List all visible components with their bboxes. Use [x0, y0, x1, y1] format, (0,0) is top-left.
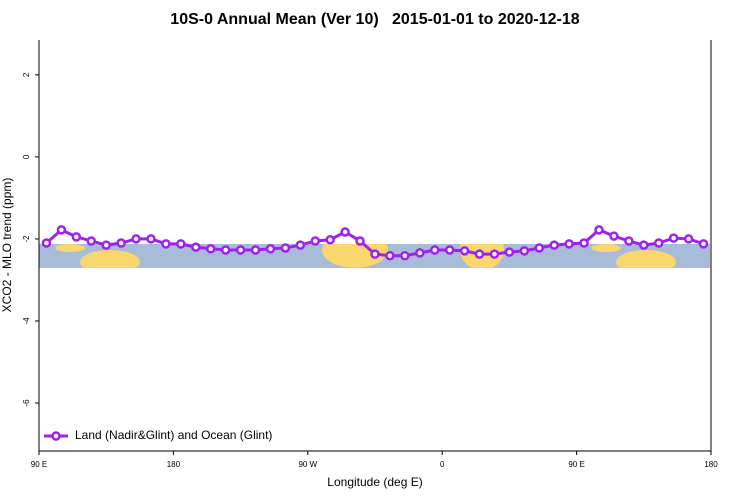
data-point — [295, 240, 306, 250]
x-tick-label: 180 — [167, 460, 181, 469]
data-point — [519, 246, 530, 256]
x-tick-label: 0 — [440, 460, 445, 469]
data-point — [265, 244, 276, 254]
data-point — [340, 227, 350, 237]
data-point — [370, 249, 380, 259]
data-point — [534, 243, 545, 253]
x-tick-label: 90 E — [568, 460, 584, 469]
data-point — [325, 235, 335, 245]
data-point — [41, 238, 52, 248]
data-point — [310, 236, 321, 246]
chart-title: 10S-0 Annual Mean (Ver 10) 2015-01-01 to… — [170, 11, 579, 28]
data-point — [489, 249, 500, 259]
data-point — [131, 234, 141, 244]
y-tick-label: 0 — [22, 154, 31, 159]
data-point — [444, 245, 455, 255]
y-axis-label: XCO2 - MLO trend (ppm) — [0, 178, 14, 313]
data-point — [683, 234, 694, 244]
data-point — [385, 251, 395, 261]
y-tick-label: -6 — [22, 399, 31, 407]
y-tick-label: -4 — [22, 317, 31, 325]
data-point — [235, 245, 246, 255]
plot-frame — [38, 40, 712, 452]
data-point — [250, 245, 261, 255]
x-axis-label: Longitude (deg E) — [327, 475, 422, 489]
data-point — [474, 249, 485, 259]
data-point — [101, 240, 111, 250]
x-tick-label: 90 E — [31, 460, 47, 469]
y-tick-label: 2 — [22, 72, 31, 77]
data-point — [205, 244, 216, 254]
data-point — [549, 240, 559, 250]
data-point — [639, 240, 649, 250]
data-point — [400, 251, 410, 261]
map-background — [39, 244, 710, 268]
data-point — [355, 236, 365, 246]
x-tick-label: 90 W — [298, 460, 317, 469]
legend-marker — [51, 431, 61, 441]
data-point — [220, 245, 231, 255]
data-point — [56, 225, 67, 235]
data-point — [176, 239, 186, 249]
data-point — [415, 248, 425, 258]
data-point — [564, 239, 574, 249]
data-point — [191, 242, 201, 252]
data-point — [579, 238, 589, 248]
data-point — [71, 232, 82, 242]
data-point — [86, 236, 97, 246]
data-point — [698, 239, 709, 249]
data-point — [116, 238, 126, 248]
y-tick-label: -2 — [22, 235, 31, 243]
data-point — [653, 238, 664, 248]
data-point — [280, 243, 291, 253]
x-tick-label: 180 — [704, 460, 718, 469]
data-point — [429, 245, 440, 255]
legend-label: Land (Nadir&Glint) and Ocean (Glint) — [75, 428, 272, 442]
data-point — [146, 234, 156, 244]
data-point — [609, 231, 619, 241]
data-point — [668, 233, 679, 243]
data-point — [459, 246, 470, 256]
data-point — [624, 236, 634, 246]
data-point — [161, 239, 171, 249]
data-point — [594, 225, 604, 235]
data-point — [504, 247, 515, 257]
